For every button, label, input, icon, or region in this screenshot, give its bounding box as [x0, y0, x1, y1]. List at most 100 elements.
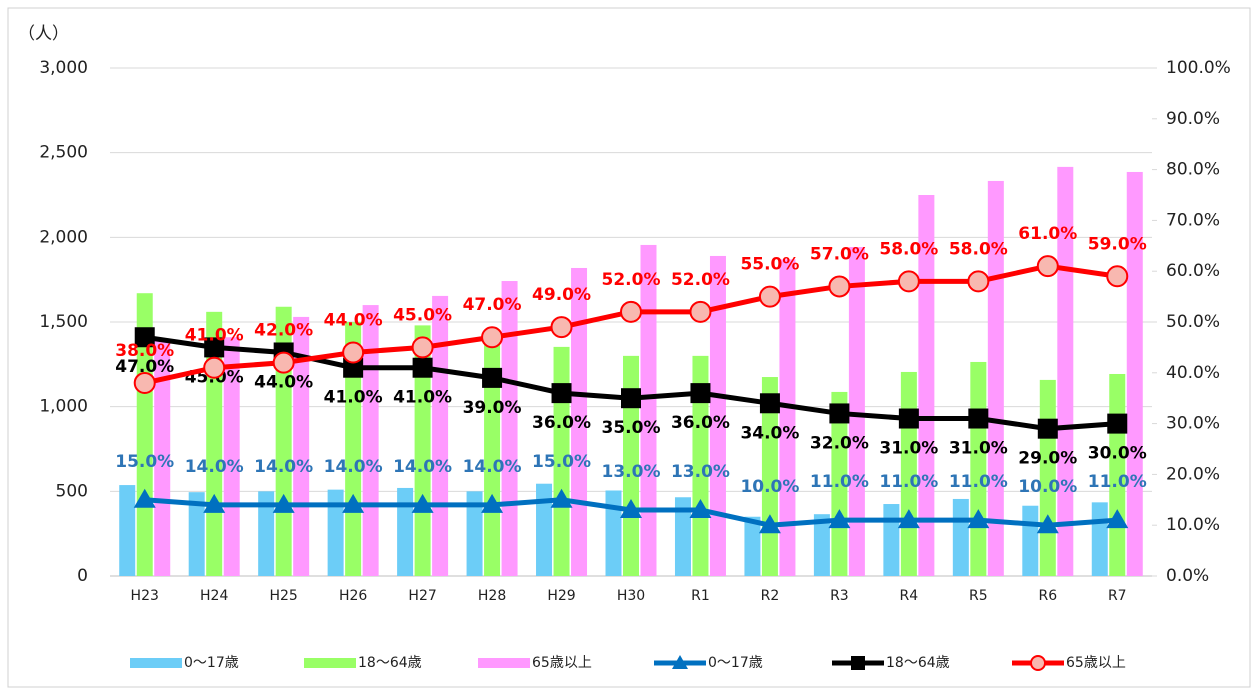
marker — [550, 316, 573, 339]
marker — [204, 337, 225, 358]
bar — [188, 492, 205, 576]
marker — [412, 357, 433, 378]
data-label: 30.0% — [1088, 444, 1147, 464]
marker — [342, 493, 365, 513]
bar — [623, 355, 639, 576]
y-tick-label: 2,000 — [39, 227, 88, 247]
marker — [828, 275, 851, 298]
marker — [411, 336, 434, 359]
marker — [967, 270, 990, 293]
bar — [831, 391, 848, 576]
marker — [620, 498, 642, 518]
data-label: 13.0% — [671, 462, 730, 482]
data-label: 31.0% — [879, 439, 938, 459]
y2-tick-label: 90.0% — [1166, 109, 1220, 129]
marker — [550, 488, 573, 508]
marker — [829, 403, 850, 424]
marker — [1107, 413, 1128, 434]
marker — [133, 371, 156, 394]
y2-tick-label: 10.0% — [1166, 515, 1220, 535]
bar — [553, 346, 570, 576]
x-tick-label: R1 — [691, 588, 710, 604]
legend-label: 65歳以上 — [1066, 655, 1126, 671]
data-label: 45.0% — [393, 305, 452, 325]
data-label: 11.0% — [1088, 472, 1147, 492]
data-label: 52.0% — [671, 270, 730, 290]
legend-marker — [851, 656, 865, 670]
data-label: 10.0% — [740, 477, 799, 497]
x-tick-label: R6 — [1038, 588, 1057, 604]
x-tick-label: R3 — [830, 588, 849, 604]
y-tick-label: 1,000 — [39, 397, 88, 417]
data-label: 38.0% — [115, 341, 174, 361]
y-tick-label: 1,500 — [39, 312, 88, 332]
x-tick-label: H23 — [131, 588, 159, 604]
marker — [272, 493, 295, 513]
legend-label: 0～17歳 — [708, 655, 763, 671]
marker — [133, 488, 156, 508]
legend-swatch — [130, 658, 182, 668]
data-label: 32.0% — [810, 433, 869, 453]
data-label: 58.0% — [949, 239, 1008, 259]
bar — [327, 489, 344, 576]
data-label: 39.0% — [463, 398, 522, 418]
data-label: 47.0% — [115, 357, 174, 377]
marker — [689, 498, 712, 518]
y-tick-label: 2,500 — [39, 143, 88, 163]
y-tick-label: 0 — [77, 566, 88, 586]
bar — [692, 355, 709, 576]
marker — [967, 509, 990, 529]
data-label: 44.0% — [324, 310, 383, 330]
marker — [1037, 418, 1058, 439]
marker — [342, 341, 365, 364]
data-label: 34.0% — [740, 423, 799, 443]
legend-swatch — [478, 658, 530, 668]
y2-tick-label: 0.0% — [1166, 566, 1209, 586]
marker — [343, 357, 364, 378]
data-label: 11.0% — [949, 472, 1008, 492]
data-label: 14.0% — [254, 457, 313, 477]
data-label: 52.0% — [602, 270, 661, 290]
bar — [362, 305, 379, 576]
legend-swatch — [304, 658, 356, 668]
data-label: 55.0% — [740, 255, 799, 275]
legend-label: 18～64歳 — [886, 655, 950, 671]
marker — [759, 393, 780, 414]
data-label: 36.0% — [532, 413, 591, 433]
bar — [883, 504, 900, 576]
legend-label: 65歳以上 — [532, 655, 592, 671]
bar — [258, 491, 275, 576]
bar — [1022, 505, 1039, 576]
marker — [411, 493, 434, 513]
bar — [813, 514, 830, 576]
bar — [432, 295, 449, 576]
bar — [414, 325, 431, 576]
marker — [758, 514, 781, 534]
data-label: 14.0% — [463, 457, 522, 477]
bar — [397, 487, 414, 576]
marker — [482, 367, 503, 388]
marker — [620, 300, 642, 323]
bar — [709, 255, 726, 576]
marker — [134, 327, 155, 348]
marker — [621, 388, 641, 409]
bar — [779, 259, 796, 576]
data-label: 59.0% — [1088, 234, 1147, 254]
data-label: 14.0% — [393, 457, 452, 477]
bar — [744, 516, 761, 576]
data-label: 57.0% — [810, 244, 869, 264]
bar — [1091, 502, 1108, 576]
x-tick-label: H30 — [617, 588, 645, 604]
bar — [501, 281, 518, 576]
data-label: 41.0% — [185, 326, 244, 346]
x-tick-label: H27 — [408, 588, 436, 604]
x-tick-label: H28 — [478, 588, 506, 604]
data-label: 36.0% — [671, 413, 730, 433]
data-label: 11.0% — [879, 472, 938, 492]
legend-marker — [672, 655, 688, 669]
bar — [952, 498, 969, 576]
bar — [154, 338, 171, 576]
data-label: 42.0% — [254, 321, 313, 341]
legend-label: 18～64歳 — [358, 655, 422, 671]
